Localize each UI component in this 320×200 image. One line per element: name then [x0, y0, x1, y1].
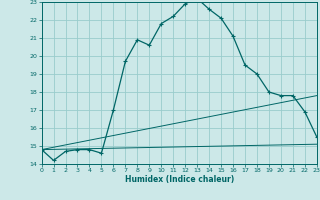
- X-axis label: Humidex (Indice chaleur): Humidex (Indice chaleur): [124, 175, 234, 184]
